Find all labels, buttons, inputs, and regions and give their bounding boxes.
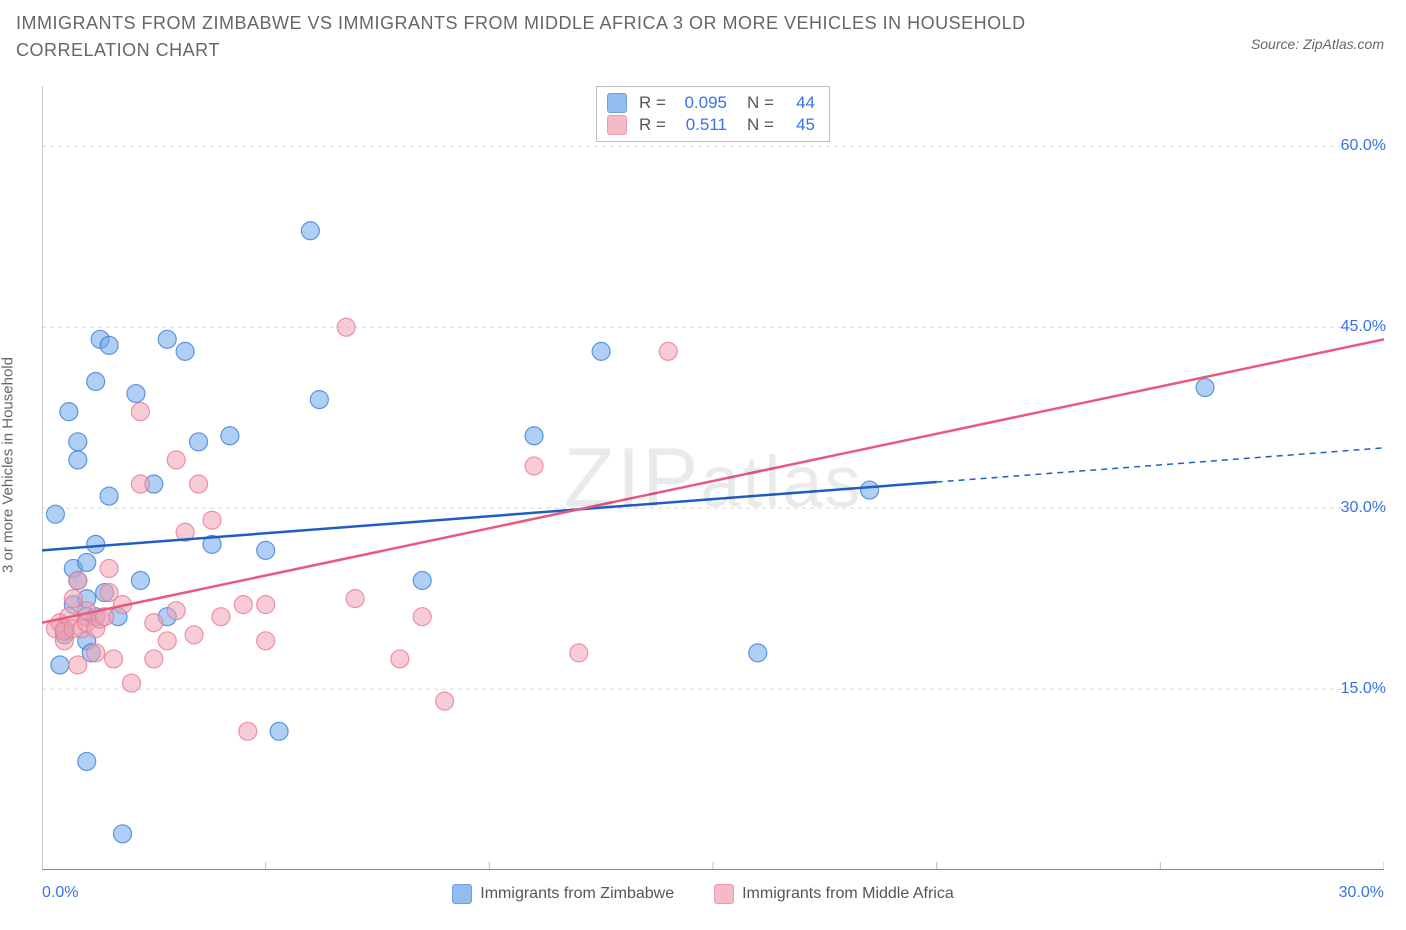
stat-value-n-0: 44 — [785, 93, 815, 113]
stats-legend: R = 0.095 N = 44 R = 0.511 N = 45 — [596, 86, 830, 142]
chart-container: IMMIGRANTS FROM ZIMBABWE VS IMMIGRANTS F… — [0, 0, 1406, 930]
swatch-zimbabwe-icon — [452, 884, 472, 904]
stat-value-r-0: 0.095 — [677, 93, 727, 113]
swatch-zimbabwe — [607, 93, 627, 113]
stat-label-n: N = — [747, 115, 777, 135]
legend-label-middle-africa: Immigrants from Middle Africa — [742, 885, 954, 903]
stats-row-0: R = 0.095 N = 44 — [607, 93, 815, 113]
y-tick-30: 30.0% — [1341, 499, 1386, 517]
swatch-middle-africa — [607, 115, 627, 135]
chart-plot-area: ZIPatlas R = 0.095 N = 44 R = 0.511 N = … — [42, 86, 1384, 870]
stat-label-n: N = — [747, 93, 777, 113]
swatch-middle-africa-icon — [714, 884, 734, 904]
stats-row-1: R = 0.511 N = 45 — [607, 115, 815, 135]
chart-svg — [42, 86, 1384, 870]
stat-value-n-1: 45 — [785, 115, 815, 135]
y-tick-60: 60.0% — [1341, 137, 1386, 155]
y-tick-45: 45.0% — [1341, 318, 1386, 336]
stat-label-r: R = — [639, 93, 669, 113]
bottom-legend: Immigrants from Zimbabwe Immigrants from… — [0, 884, 1406, 904]
y-tick-15: 15.0% — [1341, 680, 1386, 698]
source-credit: Source: ZipAtlas.com — [1251, 36, 1384, 52]
chart-title: IMMIGRANTS FROM ZIMBABWE VS IMMIGRANTS F… — [16, 10, 1116, 64]
legend-label-zimbabwe: Immigrants from Zimbabwe — [480, 885, 674, 903]
stat-label-r: R = — [639, 115, 669, 135]
legend-item-zimbabwe: Immigrants from Zimbabwe — [452, 884, 674, 904]
title-row: IMMIGRANTS FROM ZIMBABWE VS IMMIGRANTS F… — [16, 10, 1390, 64]
y-axis-label: 3 or more Vehicles in Household — [0, 357, 17, 573]
stat-value-r-1: 0.511 — [677, 115, 727, 135]
legend-item-middle-africa: Immigrants from Middle Africa — [714, 884, 954, 904]
